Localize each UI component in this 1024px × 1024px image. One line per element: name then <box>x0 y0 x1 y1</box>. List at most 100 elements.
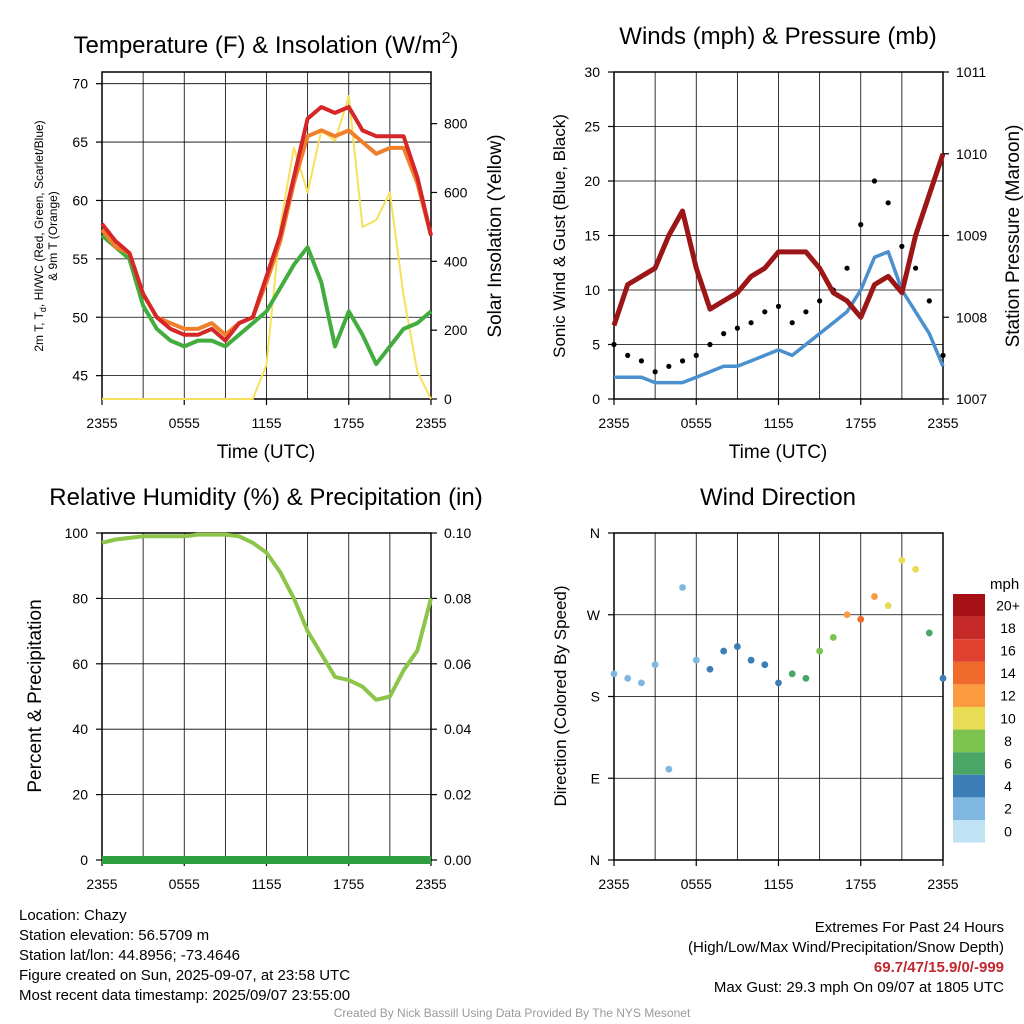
x-tick-label: 2355 <box>927 415 958 431</box>
gust-point <box>858 222 864 228</box>
gust-point <box>940 352 946 358</box>
direction-point <box>843 611 851 619</box>
x-tick-label: 2355 <box>927 876 958 892</box>
legend-label: 10 <box>1000 710 1016 726</box>
temp-panel-title: Temperature (F) & Insolation (W/m2) <box>73 30 458 59</box>
y-right-tick-label: 0.00 <box>444 852 471 868</box>
gust-point <box>638 358 645 364</box>
legend-swatch <box>953 752 985 775</box>
y-tick-label: W <box>587 607 601 623</box>
legend-label: 18 <box>1000 620 1016 636</box>
x-tick-label: 0555 <box>169 415 200 431</box>
created-text: Figure created on Sun, 2025-09-07, at 23… <box>19 967 351 984</box>
extremes-legend: (High/Low/Max Wind/Precipitation/Snow De… <box>688 939 1004 956</box>
series-line-sonic-wind <box>614 250 945 385</box>
y-tick-label: 60 <box>72 192 88 208</box>
direction-point <box>733 643 741 650</box>
direction-point <box>871 593 878 600</box>
legend-label: 16 <box>1000 643 1016 659</box>
gust-point <box>611 341 617 348</box>
x-tick-label: 0555 <box>169 876 200 892</box>
x-tick-label: 0555 <box>681 415 712 431</box>
legend-label: 20+ <box>996 597 1020 613</box>
legend-label: 4 <box>1004 778 1012 794</box>
y-right-tick-label: 0.02 <box>444 787 471 803</box>
panel-1: 2355 0555 1155 1755 2355 45 50 55 60 65 70 0 200 400 6… <box>72 71 468 431</box>
gust-point <box>885 200 891 206</box>
x-tick-label: 1155 <box>251 876 281 892</box>
x-tick-label: 1755 <box>333 876 364 892</box>
temp-ylabel-left-2: & 9m T (Orange) <box>46 191 60 281</box>
wind-ylabel-right: Station Pressure (Maroon) <box>1003 125 1024 348</box>
legend-swatch <box>953 797 985 820</box>
legend-swatch <box>953 729 985 753</box>
x-tick-label: 2355 <box>86 415 117 431</box>
temp-xlabel: Time (UTC) <box>217 442 316 463</box>
y-tick-label: 25 <box>584 119 600 135</box>
gust-point <box>721 331 727 337</box>
recent-text: Most recent data timestamp: 2025/09/07 2… <box>19 987 351 1004</box>
gust-point <box>707 341 713 348</box>
gust-point <box>679 358 686 364</box>
dir-ylabel-left: Direction (Colored By Speed) <box>551 585 570 806</box>
y-tick-label: 65 <box>72 134 88 150</box>
latlon-text: Station lat/lon: 44.8956; -73.4646 <box>19 947 241 964</box>
gust-point <box>775 303 782 309</box>
y-tick-label: 70 <box>72 76 88 92</box>
direction-point <box>857 615 865 623</box>
y-tick-label: 20 <box>72 787 88 803</box>
y-right-tick-label: 1007 <box>956 391 987 407</box>
legend-swatch <box>953 594 985 617</box>
series-line-insolation <box>102 95 432 400</box>
direction-point <box>761 661 769 669</box>
dir-panel-title: Wind Direction <box>700 484 856 511</box>
legend-swatch <box>953 774 985 798</box>
y-right-tick-label: 0 <box>444 391 452 407</box>
panel-4: 2355 0555 1155 1755 2355 N E S W N <box>587 525 959 892</box>
gust-point <box>666 363 672 369</box>
location-text: Location: Chazy <box>19 907 127 924</box>
gust-point <box>803 309 809 315</box>
y-tick-label: 55 <box>72 251 88 267</box>
wind-ylabel-left: Sonic Wind & Gust (Blue, Black) <box>550 114 569 358</box>
y-right-tick-label: 0.10 <box>444 525 471 541</box>
x-tick-label: 2355 <box>415 415 446 431</box>
legend-label: 0 <box>1004 823 1012 839</box>
legend-label: 8 <box>1004 733 1012 749</box>
y-tick-label: 80 <box>72 590 88 606</box>
elevation-text: Station elevation: 56.5709 m <box>19 927 210 944</box>
extremes-heading: Extremes For Past 24 Hours <box>814 919 1004 936</box>
wind-panel-title: Winds (mph) & Pressure (mb) <box>619 23 936 50</box>
rh-ylabel-left: Percent & Precipitation <box>25 599 46 792</box>
y-tick-label: 40 <box>72 721 88 737</box>
temp-ylabel-right: Solar Insolation (Yellow) <box>485 134 506 337</box>
direction-point <box>747 656 755 664</box>
x-tick-label: 2355 <box>415 876 446 892</box>
y-tick-label: 45 <box>72 368 88 384</box>
y-tick-label: 15 <box>584 228 600 244</box>
x-tick-label: 0555 <box>681 876 712 892</box>
y-tick-label: 100 <box>65 525 89 541</box>
gust-point <box>693 352 699 358</box>
direction-point <box>788 670 796 678</box>
y-right-tick-label: 1010 <box>956 146 987 162</box>
legend-swatch <box>953 684 985 707</box>
legend-label: 6 <box>1004 756 1012 772</box>
y-tick-label: 0 <box>80 852 88 868</box>
speed-legend: 20+ 18 16 14 12 10 8 6 4 2 0 <box>953 594 1020 843</box>
legend-title: mph <box>990 576 1019 593</box>
direction-point <box>665 765 673 773</box>
direction-point <box>775 679 782 687</box>
y-tick-label: 10 <box>584 282 600 298</box>
direction-point <box>829 634 837 641</box>
extremes-values: 69.7/47/15.9/0/-999 <box>873 959 1004 976</box>
gust-point <box>652 369 658 375</box>
legend-swatch <box>953 639 985 662</box>
y-right-tick-label: 1009 <box>956 228 987 244</box>
extremes-info: Extremes For Past 24 Hours (High/Low/Max… <box>688 918 1004 998</box>
y-right-tick-label: 0.06 <box>444 656 471 672</box>
y-tick-label: 5 <box>592 337 600 353</box>
y-right-tick-label: 1011 <box>956 64 986 80</box>
legend-label: 2 <box>1004 801 1012 817</box>
direction-point <box>679 584 686 591</box>
